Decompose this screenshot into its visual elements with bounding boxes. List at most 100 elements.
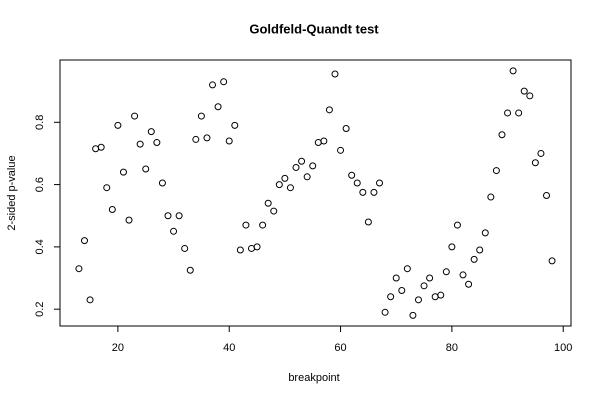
point — [548, 257, 556, 265]
point — [492, 167, 500, 175]
point — [381, 308, 389, 316]
point — [481, 229, 489, 237]
point — [314, 139, 322, 147]
point — [164, 212, 172, 220]
y-axis-label: 2-sided p-value — [6, 155, 18, 230]
point — [136, 140, 144, 148]
point — [298, 157, 306, 165]
point — [498, 131, 506, 139]
point — [275, 181, 283, 189]
point — [537, 149, 545, 157]
point — [437, 291, 445, 299]
point — [325, 106, 333, 114]
point — [487, 193, 495, 201]
point — [158, 179, 166, 187]
point — [376, 179, 384, 187]
chart-title: Goldfeld-Quandt test — [249, 21, 379, 36]
point — [236, 246, 244, 254]
point — [526, 92, 534, 100]
x-tick-label: 20 — [112, 342, 124, 354]
point — [225, 137, 233, 145]
point — [348, 171, 356, 179]
point — [370, 188, 378, 196]
point — [86, 296, 94, 304]
y-tick-label: 0.6 — [34, 177, 46, 192]
point — [426, 274, 434, 282]
y-tick-label: 0.4 — [34, 239, 46, 254]
point — [515, 109, 523, 117]
point — [108, 206, 116, 214]
point — [220, 78, 228, 86]
plot-box — [59, 59, 572, 327]
point — [442, 268, 450, 276]
point — [103, 184, 111, 192]
point — [247, 244, 255, 252]
point — [331, 70, 339, 78]
point — [359, 188, 367, 196]
point — [504, 109, 512, 117]
point — [459, 271, 467, 279]
point — [309, 162, 317, 170]
point — [364, 218, 372, 226]
point — [342, 125, 350, 133]
x-axis-label: breakpoint — [288, 372, 339, 384]
point — [509, 67, 517, 75]
x-tick-label: 80 — [446, 342, 458, 354]
point — [264, 199, 272, 207]
y-tick-label: 0.2 — [34, 302, 46, 317]
y-tick-label: 0.8 — [34, 115, 46, 130]
point — [292, 163, 300, 171]
x-tick-label: 60 — [334, 342, 346, 354]
point — [197, 112, 205, 120]
point — [448, 243, 456, 251]
point — [119, 168, 127, 176]
point — [281, 174, 289, 182]
point — [531, 159, 539, 167]
point — [147, 128, 155, 136]
point — [153, 139, 161, 147]
point — [286, 184, 294, 192]
point — [80, 237, 88, 245]
point — [192, 135, 200, 143]
point — [242, 221, 250, 229]
point — [403, 265, 411, 273]
point — [114, 121, 122, 129]
point — [303, 173, 311, 181]
point — [543, 191, 551, 199]
point — [398, 286, 406, 294]
point — [170, 227, 178, 235]
point — [253, 243, 261, 251]
point — [465, 280, 473, 288]
x-tick-label: 100 — [554, 342, 572, 354]
point — [131, 112, 139, 120]
point — [125, 216, 133, 224]
point — [175, 212, 183, 220]
point — [320, 137, 328, 145]
point — [181, 244, 189, 252]
point — [259, 221, 267, 229]
point — [470, 255, 478, 263]
point — [431, 293, 439, 301]
point — [214, 103, 222, 111]
point — [420, 282, 428, 290]
point — [209, 81, 217, 89]
point — [97, 143, 105, 151]
point — [142, 165, 150, 173]
point — [186, 266, 194, 274]
point — [476, 246, 484, 254]
point — [392, 274, 400, 282]
point — [231, 121, 239, 129]
point — [453, 221, 461, 229]
point — [92, 145, 100, 153]
x-tick-label: 40 — [223, 342, 235, 354]
point — [203, 134, 211, 142]
point — [353, 179, 361, 187]
point — [409, 311, 417, 319]
point — [414, 296, 422, 304]
point — [520, 87, 528, 95]
point — [75, 265, 83, 273]
point — [270, 207, 278, 215]
point — [387, 293, 395, 301]
point — [337, 146, 345, 154]
